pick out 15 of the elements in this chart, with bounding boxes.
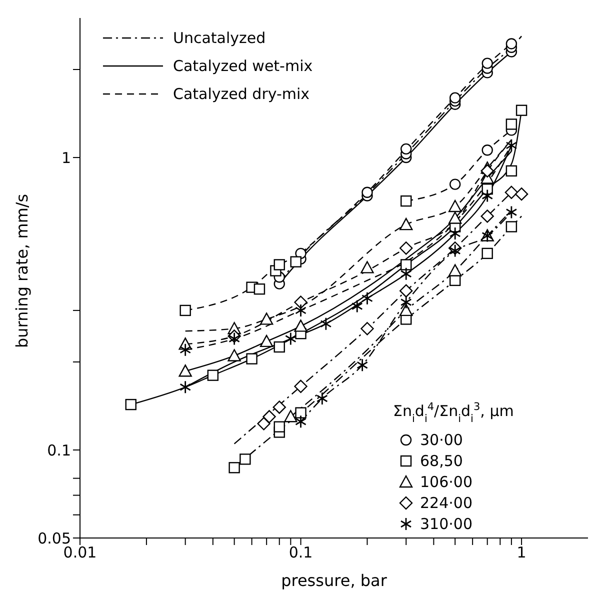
legend-label: 224·00: [420, 494, 472, 512]
legend-label: Catalyzed dry-mix: [173, 85, 310, 103]
legend-label: Uncatalyzed: [173, 29, 266, 47]
legend-label: 68,50: [420, 452, 463, 470]
y-tick-label: 1: [61, 148, 71, 167]
legend-label: 106·00: [420, 473, 472, 491]
x-tick-label: 0.1: [288, 544, 313, 562]
x-axis-title: pressure, bar: [281, 571, 388, 590]
legend-label: 310·00: [420, 515, 472, 533]
text: Σn$_{i}$d$_{i}$$^{4}$/Σn$_{i}$d$_{i}$$^{3}$, μm: [393, 401, 514, 425]
y-tick-label: 0.1: [47, 441, 71, 460]
x-tick-label: 1: [516, 544, 526, 562]
legend-label: Catalyzed wet-mix: [173, 57, 313, 75]
legend-label: 30·00: [420, 431, 463, 449]
y-axis-title: burning rate, mm/s: [12, 194, 32, 348]
